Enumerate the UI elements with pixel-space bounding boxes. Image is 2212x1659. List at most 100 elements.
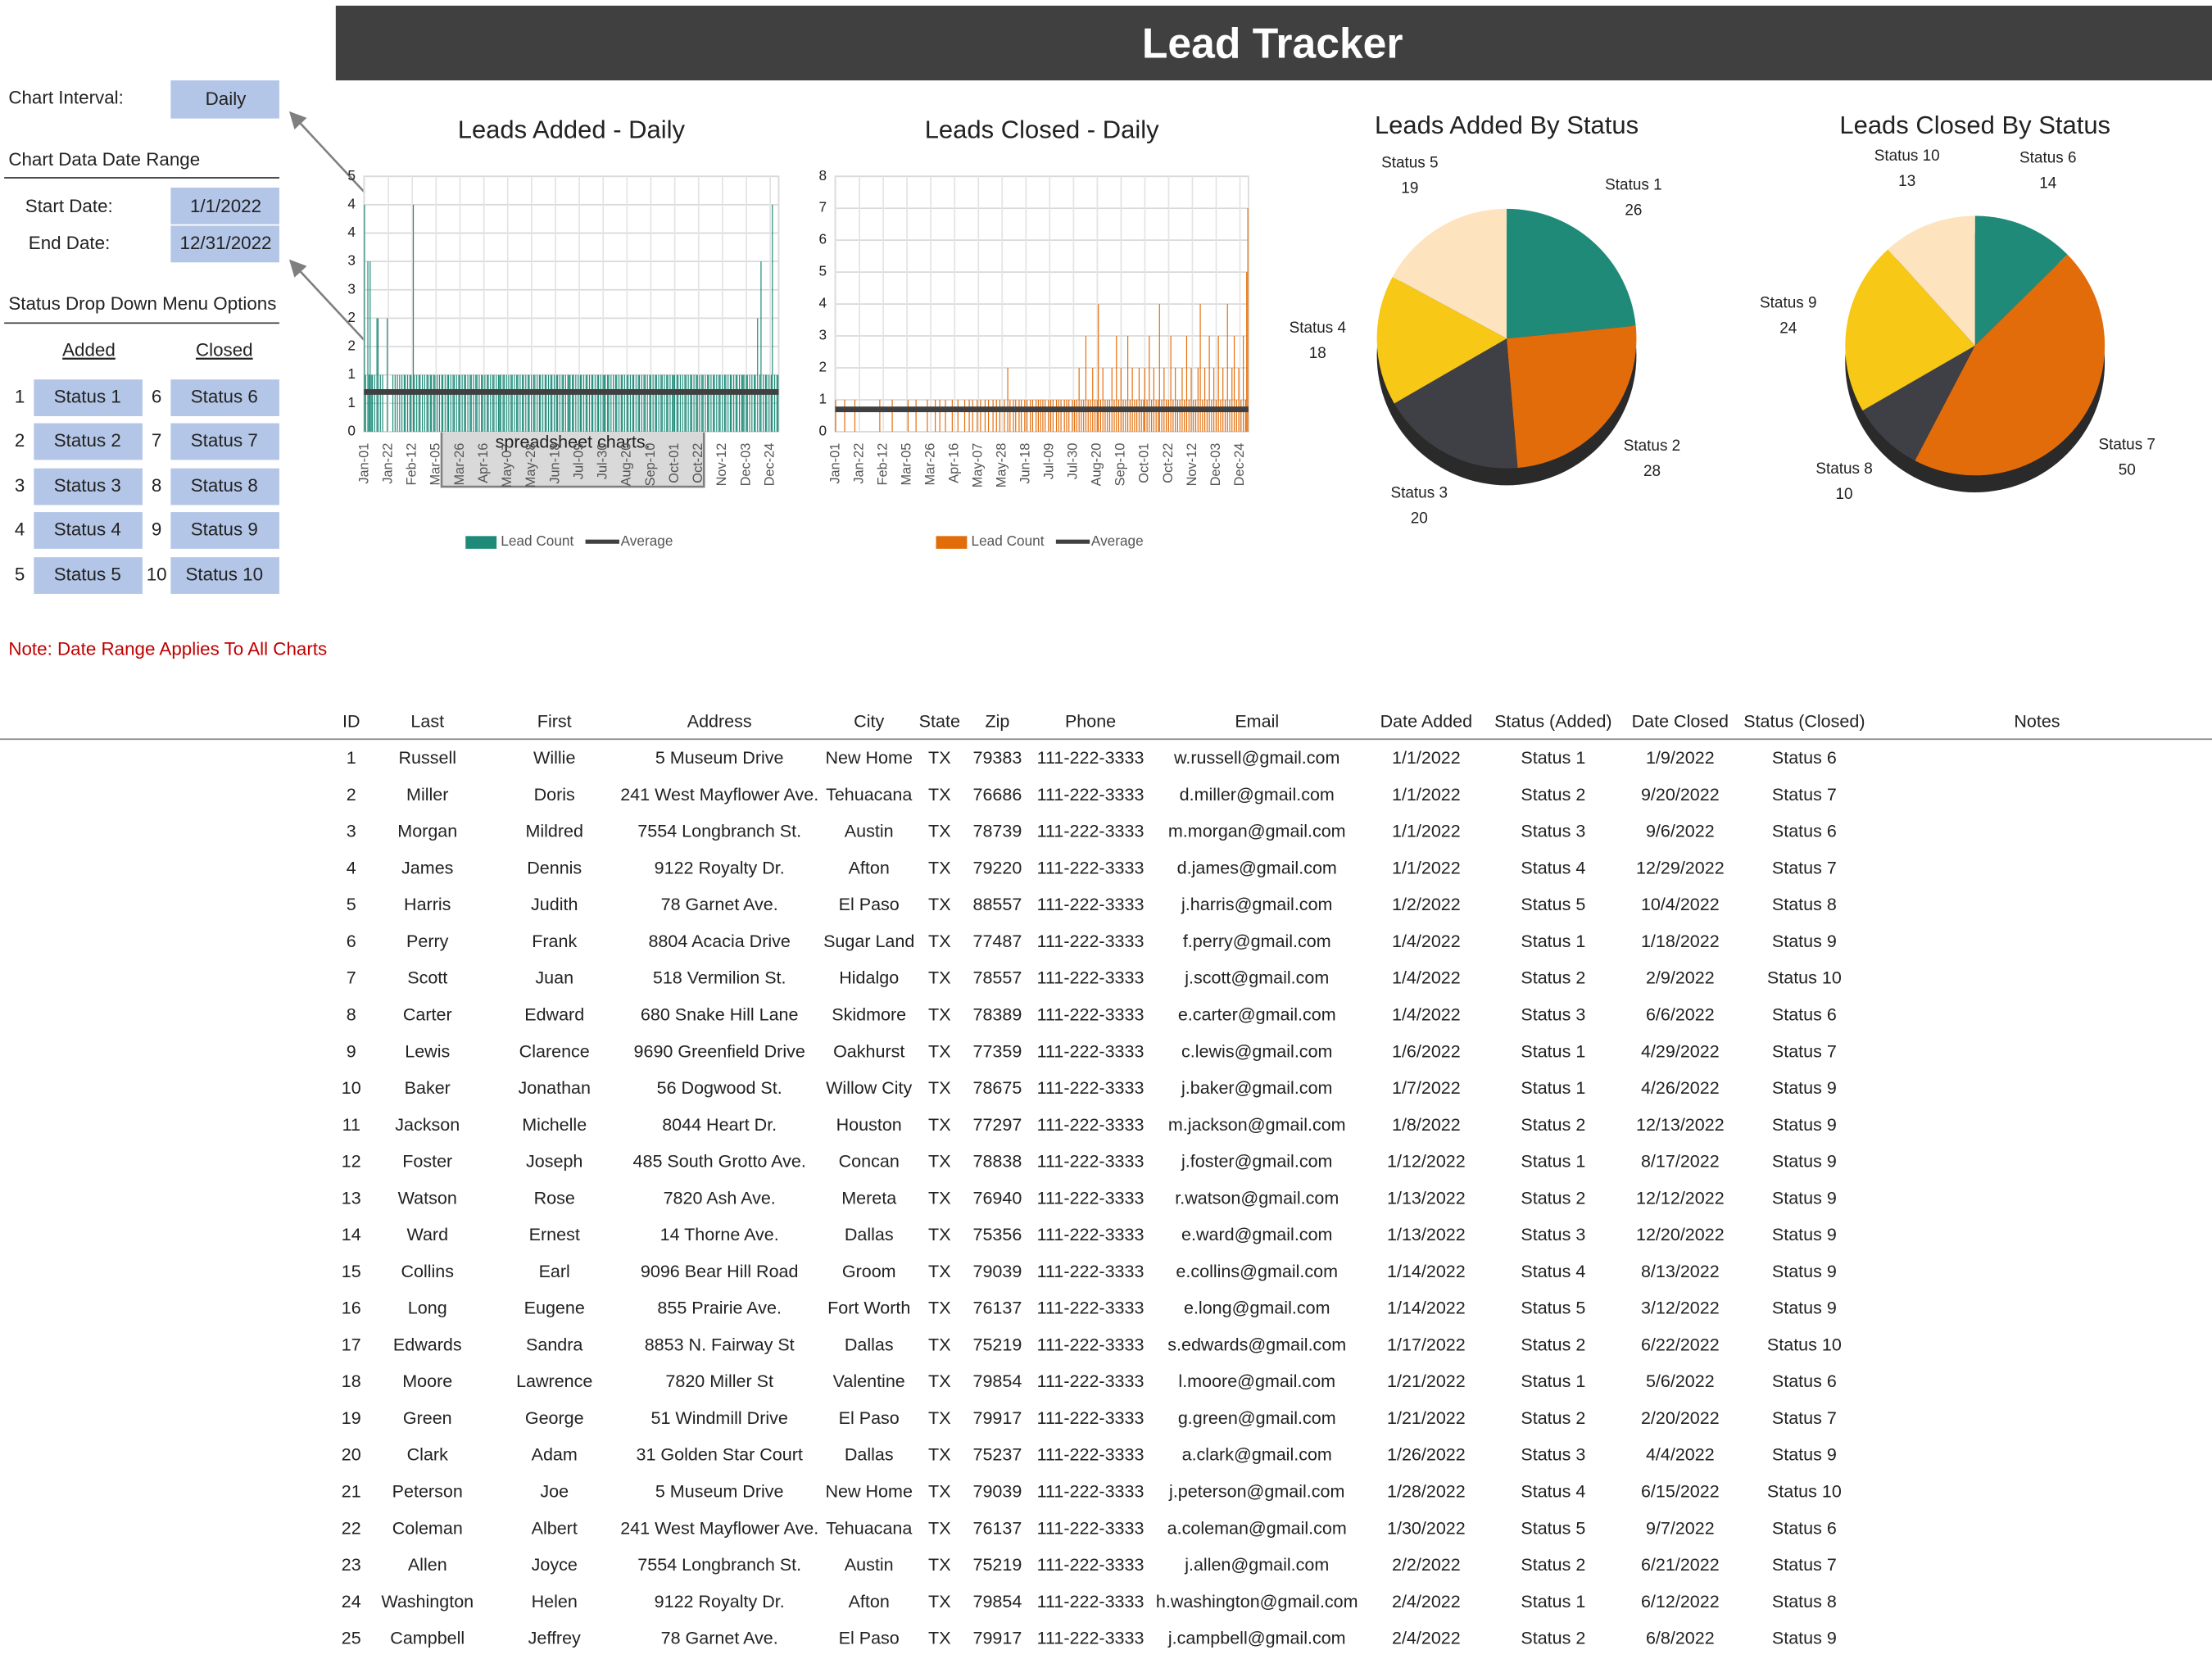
pie-label-name: Status 2 [1624, 437, 1680, 455]
y-tick-label: 2 [347, 338, 356, 354]
bar [553, 374, 555, 432]
bar [1184, 399, 1185, 432]
table-cell: 3/12/2022 [1641, 1299, 1720, 1318]
table-cell: 241 West Mayflower Ave. [620, 1518, 818, 1538]
bar [1015, 399, 1017, 432]
table-cell: Status 2 [1521, 968, 1585, 988]
bar [478, 374, 480, 432]
status-option: Status 6 [191, 386, 258, 406]
bar [1244, 399, 1246, 432]
bar [972, 399, 973, 432]
table-cell: 14 [342, 1225, 361, 1244]
bar [610, 374, 612, 432]
chart-title: Leads Added - Daily [458, 115, 686, 143]
table-cell: Washington [381, 1592, 474, 1611]
table-cell: TX [928, 1592, 951, 1611]
bar [1052, 399, 1054, 432]
table-cell: 6 [347, 931, 356, 951]
bar [426, 374, 428, 432]
bar [438, 374, 440, 432]
header-bar [335, 5, 2212, 81]
pie-slice [1915, 254, 2105, 476]
table-cell: Dennis [527, 858, 582, 877]
bar [484, 374, 486, 432]
x-tick-label: Dec-24 [762, 443, 777, 487]
table-cell: Status 3 [1521, 1225, 1585, 1244]
start-box[interactable] [170, 188, 279, 224]
status-box [34, 512, 143, 549]
bar [741, 374, 742, 432]
table-cell: Peterson [392, 1481, 463, 1501]
column-header: Date Closed [1632, 711, 1729, 731]
status-number: 5 [15, 564, 25, 584]
bar [1222, 367, 1224, 432]
table-cell: 75237 [972, 1445, 1022, 1465]
table-cell: 79917 [972, 1408, 1022, 1428]
bar [421, 374, 424, 432]
interval-label: Chart Interval: [8, 87, 124, 107]
table-cell: 1/13/2022 [1387, 1225, 1466, 1244]
bar [742, 374, 744, 432]
table-cell: Status 7 [1772, 858, 1837, 877]
bar [534, 374, 536, 432]
table-cell: Lewis [405, 1041, 450, 1061]
start-value[interactable]: 1/1/2022 [190, 196, 261, 216]
table-cell: 79854 [972, 1592, 1022, 1611]
table-cell: 1/1/2022 [1392, 748, 1461, 768]
table-cell: Status 7 [1772, 785, 1837, 805]
table-cell: Perry [406, 931, 449, 951]
bar [1068, 399, 1070, 432]
table-cell: Green [403, 1408, 452, 1428]
bar [410, 374, 412, 432]
table-cell: Status 5 [1521, 1299, 1585, 1318]
table-cell: Status 8 [1772, 1592, 1837, 1611]
table-cell: New Home [826, 748, 913, 768]
table-cell: Juan [535, 968, 573, 988]
bar [844, 399, 845, 432]
bar [564, 374, 566, 432]
column-header: Email [1235, 711, 1279, 731]
table-cell: 241 West Mayflower Ave. [620, 785, 818, 805]
end-value[interactable]: 12/31/2022 [180, 233, 272, 253]
pie-label-value: 50 [2119, 462, 2136, 479]
bar [770, 374, 772, 432]
table-cell: Afton [849, 858, 890, 877]
y-tick-label: 1 [347, 394, 356, 410]
bar [1167, 399, 1169, 432]
bar [614, 374, 616, 432]
bar [879, 399, 881, 432]
bar [1246, 272, 1248, 432]
table-cell: Joseph [526, 1152, 582, 1172]
table-cell: 1/8/2022 [1392, 1115, 1461, 1135]
table-cell: Jeffrey [528, 1629, 581, 1648]
y-tick-label: 0 [347, 422, 356, 438]
bar [1111, 367, 1113, 432]
status-option: Status 5 [54, 564, 121, 584]
bar [424, 374, 425, 432]
y-tick-label: 7 [818, 199, 827, 215]
bar [596, 374, 598, 432]
note: Note: Date Range Applies To All Charts [8, 639, 327, 660]
x-tick-label: Feb-12 [875, 443, 890, 486]
bar [467, 374, 469, 432]
bar [1163, 367, 1165, 432]
bar [419, 374, 421, 432]
table-cell: Status 4 [1521, 1262, 1585, 1281]
bar [626, 374, 628, 432]
pie-slice [1376, 276, 1507, 404]
bar [588, 374, 591, 432]
bar [757, 318, 759, 432]
interval-value[interactable]: Daily [206, 88, 247, 109]
bar [735, 374, 737, 432]
table-cell: 78838 [972, 1152, 1022, 1172]
table-cell: 16 [342, 1299, 361, 1318]
table-cell: Russell [398, 748, 456, 768]
table-cell: 9/7/2022 [1646, 1518, 1715, 1538]
end-box[interactable] [170, 225, 279, 263]
column-header: Status (Closed) [1743, 711, 1865, 731]
table-cell: Status 9 [1772, 1629, 1837, 1648]
interval-box[interactable] [170, 80, 279, 119]
table-cell: 6/12/2022 [1641, 1592, 1720, 1611]
table-cell: Status 2 [1521, 1629, 1585, 1648]
table-cell: Dallas [845, 1445, 894, 1465]
